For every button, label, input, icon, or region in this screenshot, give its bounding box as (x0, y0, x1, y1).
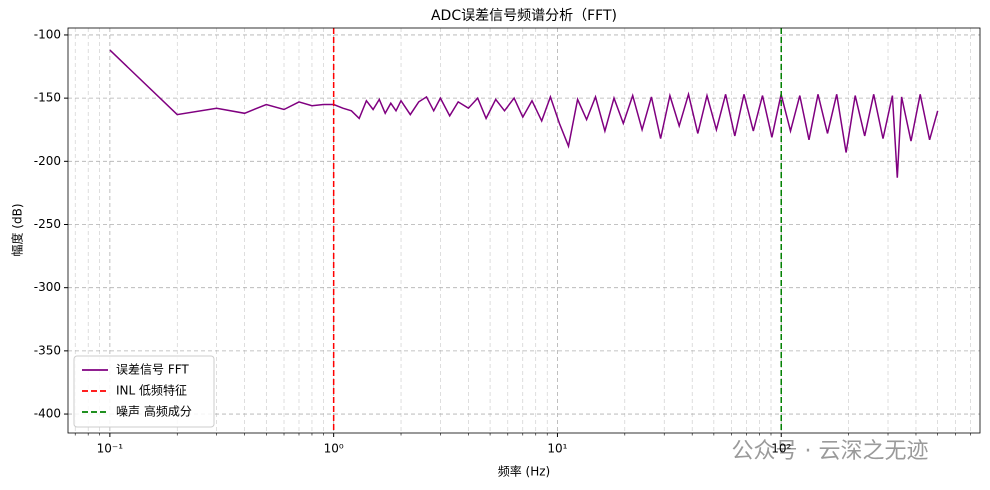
y-tick-label: -100 (34, 27, 61, 41)
legend-box (73, 355, 215, 428)
data-line (109, 49, 939, 178)
y-tick-label: -250 (34, 217, 61, 231)
x-tick-label: 10¹ (547, 442, 567, 456)
legend-label: 误差信号 FFT (116, 363, 189, 377)
x-tick-label: 10⁰ (324, 442, 344, 456)
plot-frame (67, 27, 981, 434)
x-tick-label: 10⁻¹ (97, 442, 124, 456)
watermark: 公众号 · 云深之无迹 (732, 439, 929, 464)
legend-label: INL 低频特征 (116, 383, 187, 398)
x-axis-label: 频率 (Hz) (498, 464, 551, 479)
y-axis-label: 幅度 (dB) (10, 203, 25, 256)
legend-label: 噪声 高频成分 (116, 404, 192, 419)
y-tick-label: -200 (34, 154, 61, 168)
y-tick-label: -350 (34, 343, 61, 357)
y-tick-label: -300 (34, 280, 61, 294)
x-tick-label: 10² (771, 442, 791, 456)
chart-title: ADC误差信号频谱分析（FFT) (431, 8, 617, 24)
y-tick-label: -400 (34, 407, 61, 421)
y-tick-label: -150 (34, 91, 61, 105)
